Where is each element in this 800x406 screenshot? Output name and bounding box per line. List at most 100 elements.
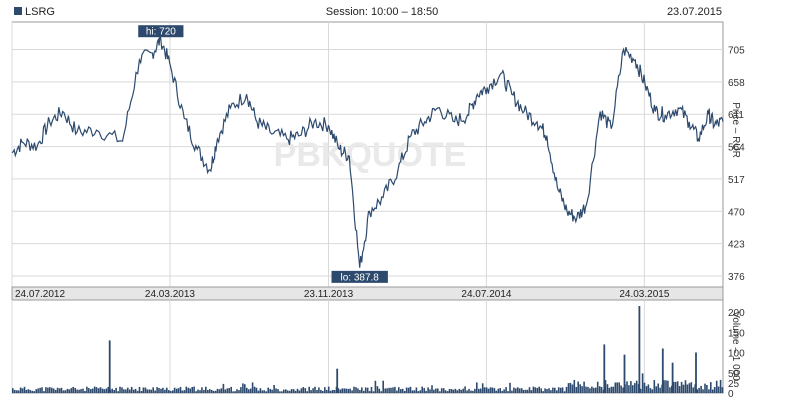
volume-bar: [503, 389, 505, 393]
volume-bar: [12, 388, 14, 393]
volume-bar: [199, 390, 201, 393]
x-axis-ticks: 24.07.2012 24.03.2013 23.11.2013 24.07.2014…: [15, 289, 670, 300]
volume-bar: [62, 390, 65, 393]
volume-bar: [470, 390, 472, 393]
volume-bar: [390, 387, 392, 393]
volume-bar: [394, 386, 396, 393]
volume-bar: [715, 380, 718, 393]
volume-bar: [561, 387, 564, 393]
volume-bar: [721, 387, 724, 393]
price-y-axis: 376 423 470 517 564 611 658 705: [728, 46, 745, 283]
volume-bar: [476, 382, 478, 393]
volume-bar: [641, 373, 644, 393]
volume-bar: [610, 386, 613, 393]
volume-bar: [411, 390, 414, 393]
volume-bar: [216, 388, 219, 393]
volume-bar: [154, 390, 156, 393]
volume-bar: [175, 388, 178, 393]
volume-bar: [368, 391, 371, 393]
volume-bar: [573, 380, 576, 393]
volume-bar: [158, 388, 160, 393]
volume-bar: [52, 388, 55, 393]
volume-bar: [224, 389, 227, 393]
volume-bar: [370, 387, 373, 393]
volume-bar: [639, 388, 642, 393]
volume-bar: [713, 387, 716, 393]
price-tick-label: 611: [728, 110, 744, 121]
volume-bar: [587, 386, 589, 393]
volume-bar: [437, 388, 439, 393]
volume-bar: [327, 386, 330, 393]
volume-bar: [567, 383, 570, 393]
volume-bar: [66, 388, 69, 393]
volume-bar: [542, 391, 544, 393]
volume-bar: [403, 391, 406, 393]
volume-bar: [517, 387, 519, 393]
volume-bar: [70, 388, 73, 393]
high-marker-label: hi: 720: [146, 27, 176, 38]
volume-bar: [690, 382, 693, 393]
volume-tick-label: 25: [728, 379, 740, 390]
volume-bar: [49, 387, 51, 393]
volume-bar: [95, 387, 98, 393]
volume-bar: [454, 388, 457, 393]
volume-bar: [232, 391, 234, 393]
volume-bar: [119, 386, 121, 393]
volume-bar: [19, 387, 22, 393]
volume-bar: [144, 387, 147, 393]
volume-bar: [487, 388, 490, 393]
price-tick-label: 517: [728, 175, 745, 186]
volume-bar: [292, 389, 295, 393]
volume-bar: [93, 386, 96, 393]
volume-bar: [478, 388, 480, 393]
volume-bar: [600, 387, 603, 393]
volume-bar: [700, 385, 702, 393]
volume-bar: [540, 388, 542, 393]
volume-bar: [698, 387, 700, 393]
volume-spike-bar: [623, 354, 626, 393]
volume-tick-label: 100: [728, 349, 745, 360]
volume-bar: [35, 389, 37, 393]
volume-bar: [351, 390, 353, 393]
volume-bar: [267, 387, 269, 393]
volume-bar: [183, 390, 186, 393]
volume-bar: [388, 387, 390, 393]
volume-bar: [25, 389, 28, 393]
volume-bar: [606, 384, 609, 393]
volume-bar: [290, 389, 293, 393]
volume-bar: [337, 388, 340, 393]
volume-spike-bar: [671, 362, 674, 393]
volume-bar: [398, 387, 400, 393]
volume-bar: [247, 389, 250, 393]
volume-bar: [76, 389, 78, 393]
volume-bar: [78, 389, 80, 393]
volume-bar: [171, 390, 174, 393]
volume-bar: [23, 386, 26, 393]
volume-bar: [401, 388, 404, 393]
volume-bar: [269, 388, 271, 393]
volume-bar: [513, 387, 515, 393]
volume-bar: [678, 386, 681, 393]
volume-bar: [526, 389, 529, 393]
volume-bar: [201, 387, 203, 393]
volume-bar: [645, 386, 648, 393]
volume-bar: [238, 390, 240, 393]
volume-bar: [479, 388, 482, 393]
volume-bar: [205, 386, 207, 393]
volume-bar: [21, 388, 24, 393]
volume-bar: [218, 389, 221, 393]
volume-bar: [417, 391, 420, 393]
price-tick-label: 423: [728, 240, 745, 251]
volume-bar: [17, 390, 20, 393]
volume-bar: [288, 390, 291, 393]
legend-swatch: [14, 7, 22, 15]
high-marker-box: [138, 25, 184, 38]
volume-bar: [203, 389, 205, 393]
volume-bar: [314, 386, 316, 393]
volume-bar: [101, 388, 104, 393]
date-axis-band: 24.07.2012 24.03.2013 23.11.2013 24.07.2014…: [11, 286, 724, 301]
volume-bar: [355, 387, 357, 393]
volume-bar: [181, 390, 184, 393]
volume-bar: [485, 387, 488, 393]
session-label: Session: 10:00 – 18:50: [326, 6, 439, 18]
